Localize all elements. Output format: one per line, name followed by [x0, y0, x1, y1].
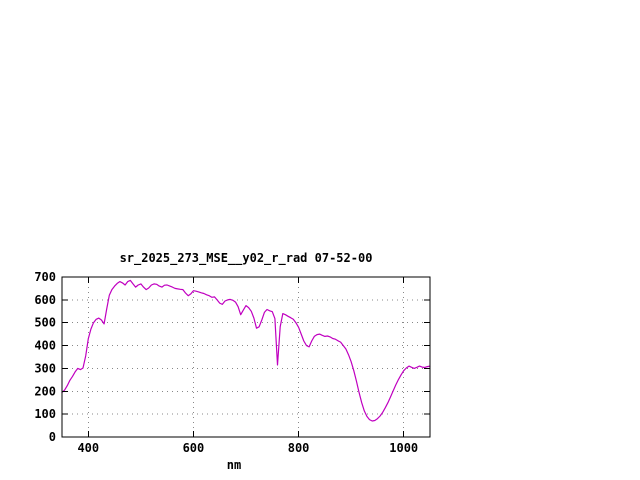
x-tick-label: 800 [288, 441, 310, 455]
y-tick-label: 600 [34, 293, 56, 307]
chart-series [61, 279, 431, 422]
y-tick-label: 500 [34, 316, 56, 330]
y-tick-label: 100 [34, 407, 56, 421]
y-tick-label: 0 [49, 430, 56, 444]
chart-tick-marks [62, 276, 430, 438]
chart-tick-labels: 400 600 800 1000 0 100 200 300 400 500 600 700 [34, 270, 418, 455]
y-tick-label: 700 [34, 270, 56, 284]
x-tick-label: 1000 [389, 441, 418, 455]
y-tick-label: 200 [34, 384, 56, 398]
x-tick-label: 400 [77, 441, 99, 455]
series-line-spectral_radiance [61, 279, 431, 422]
plot-border [61, 276, 431, 438]
chart-gridlines [62, 276, 430, 438]
y-tick-label: 400 [34, 339, 56, 353]
chart-title: sr_2025_273_MSE__y02_r_rad 07-52-00 [120, 251, 373, 266]
y-tick-label: 300 [34, 361, 56, 375]
x-axis-label: nm [227, 458, 241, 472]
x-tick-label: 600 [183, 441, 205, 455]
